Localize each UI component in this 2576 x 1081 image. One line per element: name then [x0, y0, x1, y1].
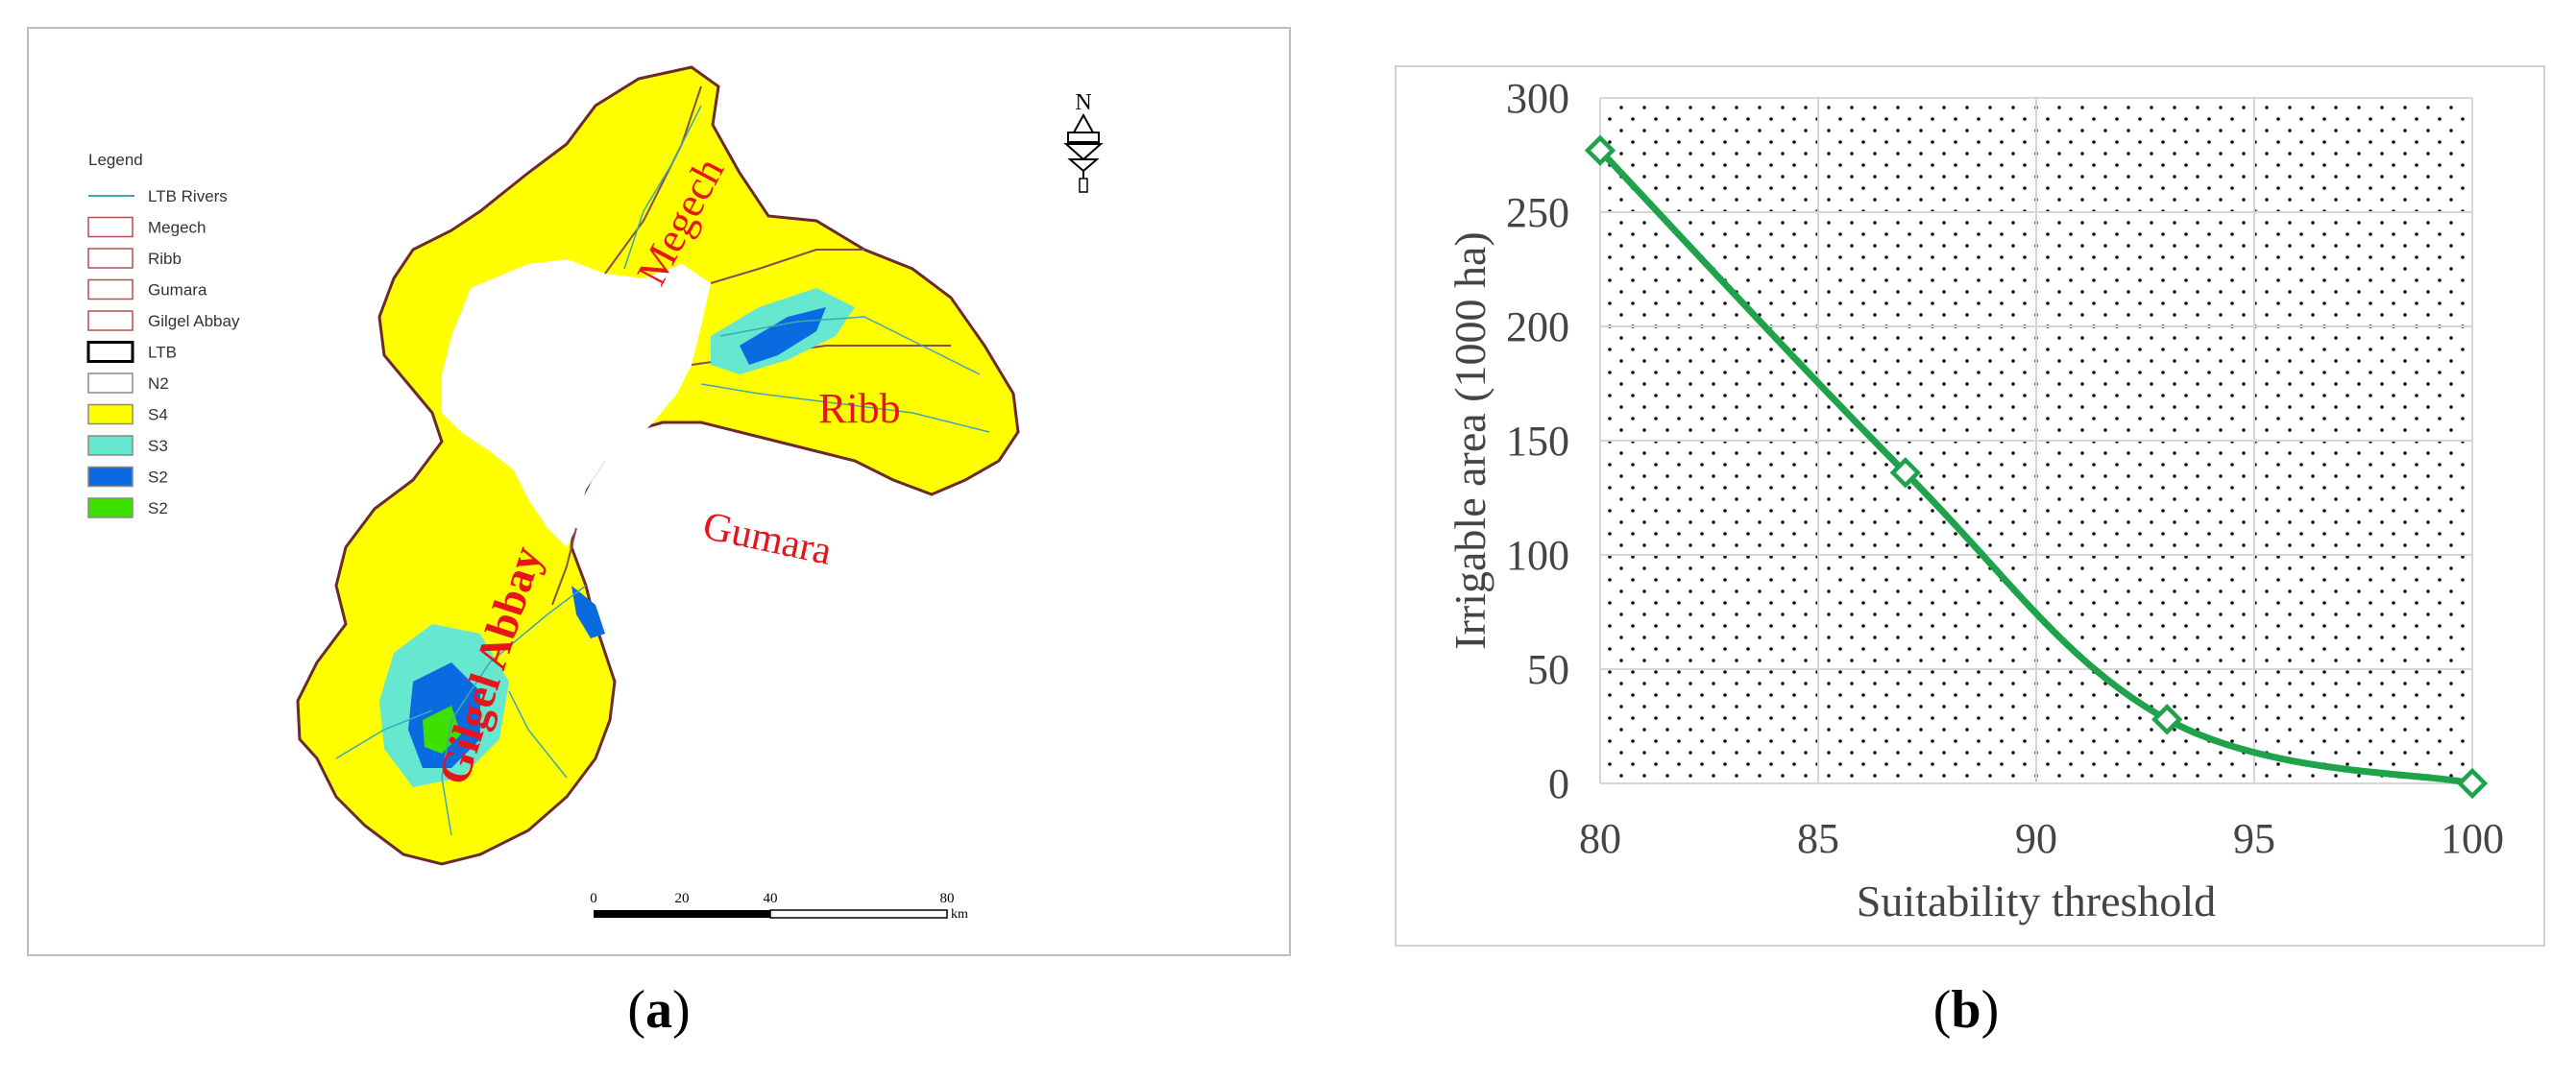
legend-item: Gumara [87, 278, 207, 300]
legend-label: N2 [148, 374, 169, 393]
legend-label: LTB Rivers [148, 187, 228, 205]
legend-label: Megech [148, 219, 206, 237]
x-tick-label: 90 [2015, 815, 2057, 862]
y-axis-label: Irrigable area (1000 ha) [1446, 231, 1495, 649]
legend-swatch [87, 216, 134, 238]
x-tick-label: 85 [1797, 815, 1839, 862]
subbasin-boundary [604, 85, 702, 275]
scale-tick-20: 20 [675, 891, 690, 906]
s1-patch-gilgel [423, 706, 461, 754]
legend-swatch [86, 341, 134, 363]
legend-label: Gumara [148, 281, 207, 300]
series-line [1596, 147, 2476, 787]
legend-item: LTB [86, 341, 177, 363]
x-tick-label: 95 [2233, 815, 2275, 862]
lake-tana [442, 259, 711, 547]
scale-unit: km [951, 907, 968, 922]
scale-tick-0: 0 [590, 891, 597, 906]
legend-swatch [87, 248, 134, 269]
legend-item: Ribb [87, 248, 182, 269]
legend-item: S2 [87, 466, 168, 488]
legend-label: S2 [148, 468, 168, 487]
y-tick-label: 250 [1506, 189, 1569, 236]
legend-swatch [87, 435, 134, 456]
legend-label: LTB [148, 344, 177, 362]
legend-item: Gilgel Abbay [87, 310, 240, 331]
map-legend: Legend LTB Rivers Megech Ribb Gumara Gilgel … [86, 151, 240, 518]
y-tick-label: 300 [1506, 75, 1569, 122]
map-panel: Legend LTB Rivers Megech Ribb Gumara Gilgel … [27, 27, 1291, 956]
y-tick-label: 0 [1548, 760, 1569, 807]
north-arrow: N [1063, 90, 1104, 193]
legend-label: S3 [148, 437, 168, 455]
region-label-ribb: Ribb [818, 385, 901, 432]
legend-swatch [87, 497, 134, 518]
legend-label: Gilgel Abbay [148, 312, 240, 330]
legend-title: Legend [88, 151, 143, 169]
x-tick-label: 80 [1579, 815, 1621, 862]
legend-label: Ribb [148, 250, 182, 268]
caption-b: (b) [1932, 980, 2000, 1040]
chart-panel: 0 50 100 150 200 250 300 80 85 90 95 100 Irrigable… [1395, 65, 2545, 947]
y-tick-label: 50 [1527, 646, 1569, 693]
region-label-gumara: Gumara [699, 504, 836, 574]
scale-bar: 0 20 40 80 km [590, 891, 968, 922]
y-tick-label: 150 [1506, 418, 1569, 465]
north-label: N [1075, 90, 1091, 115]
legend-item: Megech [87, 216, 206, 238]
y-tick-label: 100 [1506, 532, 1569, 579]
legend-swatch [87, 372, 134, 394]
legend-swatch [87, 278, 134, 300]
legend-item: S4 [87, 403, 168, 425]
legend-swatch [87, 310, 134, 331]
subbasin-boundary [551, 527, 577, 606]
legend-label: S4 [148, 406, 168, 424]
legend-label: S2 [148, 499, 168, 517]
legend-item: S2 [87, 497, 168, 518]
legend-swatch [87, 403, 134, 425]
subbasin-boundary [710, 249, 864, 284]
data-point-marker [1584, 134, 1616, 166]
legend-item: N2 [87, 372, 169, 394]
y-tick-label: 200 [1506, 303, 1569, 350]
s2-patch-outlet [571, 586, 605, 638]
legend-item: S3 [87, 435, 168, 456]
scale-tick-80: 80 [940, 891, 955, 906]
data-point-marker [2151, 704, 2183, 735]
irrigable-area-chart: 0 50 100 150 200 250 300 80 85 90 95 100 Irrigable… [1446, 75, 2504, 925]
river-network [335, 105, 990, 836]
data-point-marker [2456, 767, 2489, 800]
scale-tick-40: 40 [764, 891, 778, 906]
legend-item: LTB Rivers [88, 187, 228, 205]
caption-a: (a) [627, 980, 691, 1040]
suitability-map: Legend LTB Rivers Megech Ribb Gumara Gilgel … [86, 65, 1104, 922]
x-axis-label: Suitability threshold [1857, 877, 2216, 925]
data-point-marker [1889, 457, 1921, 489]
x-tick-label: 100 [2441, 815, 2504, 862]
legend-swatch [87, 466, 134, 488]
